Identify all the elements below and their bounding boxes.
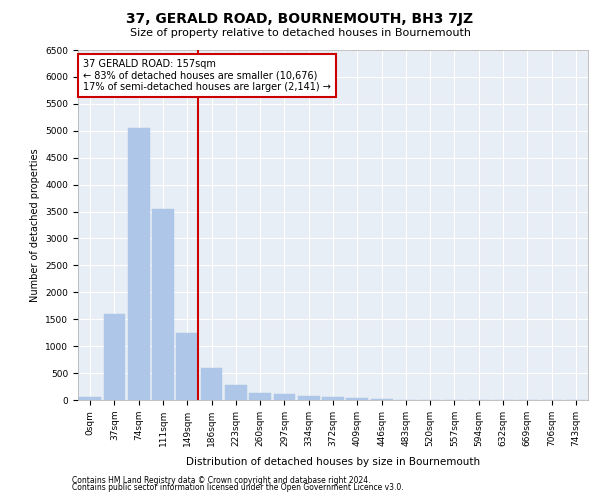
- Bar: [104, 314, 125, 400]
- Text: Contains public sector information licensed under the Open Government Licence v3: Contains public sector information licen…: [72, 484, 404, 492]
- Bar: [152, 209, 174, 400]
- Bar: [298, 396, 320, 400]
- Text: 37, GERALD ROAD, BOURNEMOUTH, BH3 7JZ: 37, GERALD ROAD, BOURNEMOUTH, BH3 7JZ: [127, 12, 473, 26]
- Bar: [176, 332, 198, 400]
- Bar: [249, 393, 271, 400]
- Bar: [200, 368, 223, 400]
- Bar: [274, 394, 295, 400]
- Bar: [225, 385, 247, 400]
- Bar: [371, 399, 392, 400]
- Bar: [346, 398, 368, 400]
- Text: Contains HM Land Registry data © Crown copyright and database right 2024.: Contains HM Land Registry data © Crown c…: [72, 476, 371, 485]
- Text: 37 GERALD ROAD: 157sqm
← 83% of detached houses are smaller (10,676)
17% of semi: 37 GERALD ROAD: 157sqm ← 83% of detached…: [83, 59, 331, 92]
- Bar: [322, 398, 344, 400]
- Y-axis label: Number of detached properties: Number of detached properties: [30, 148, 40, 302]
- Text: Size of property relative to detached houses in Bournemouth: Size of property relative to detached ho…: [130, 28, 470, 38]
- Bar: [79, 398, 101, 400]
- X-axis label: Distribution of detached houses by size in Bournemouth: Distribution of detached houses by size …: [186, 457, 480, 467]
- Bar: [128, 128, 149, 400]
